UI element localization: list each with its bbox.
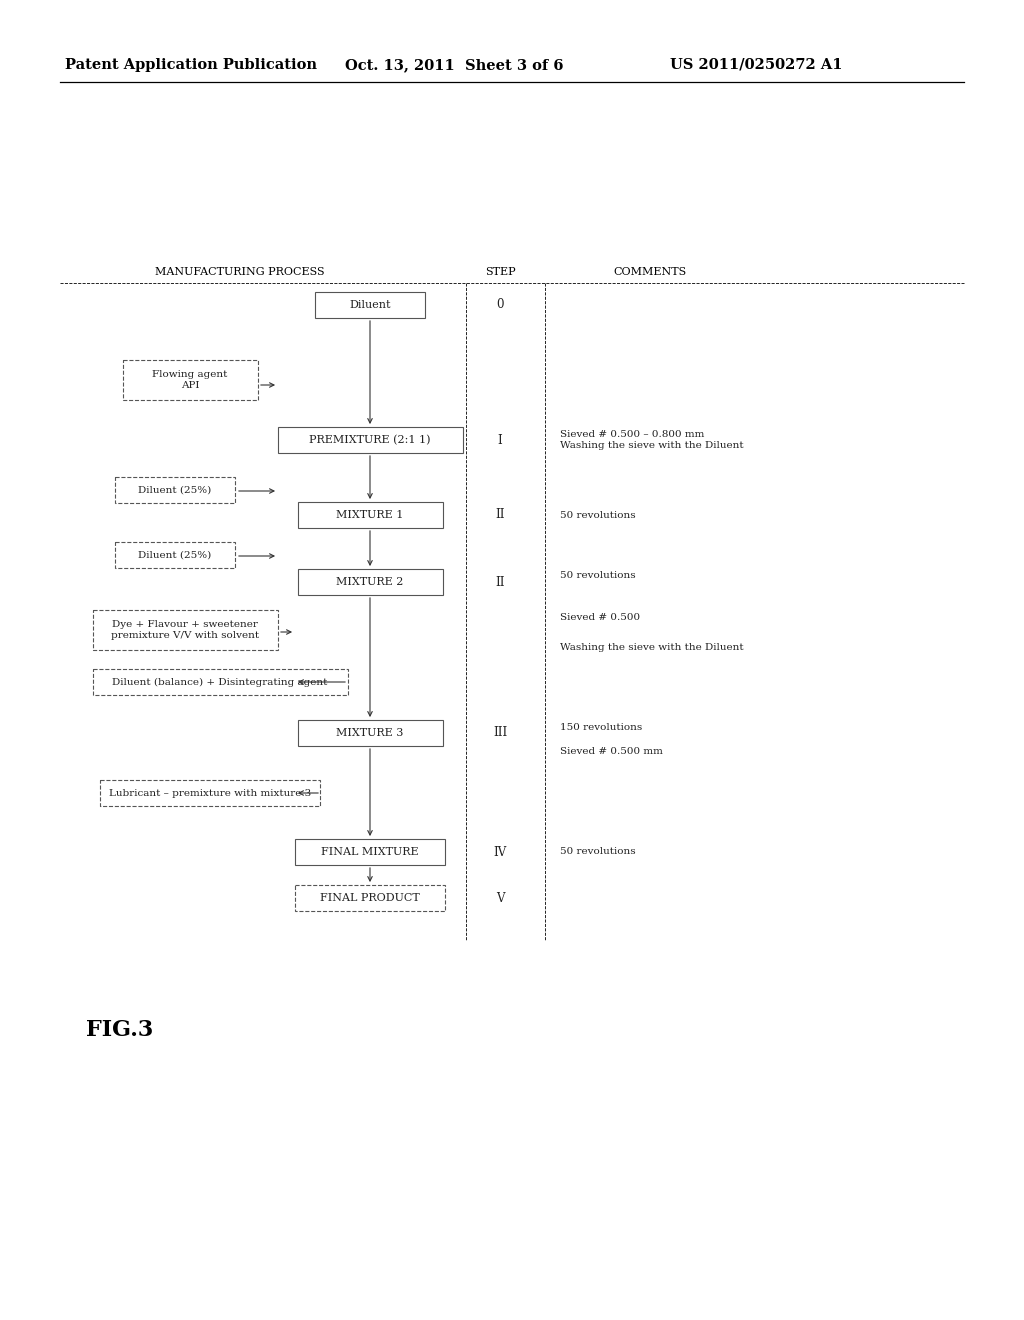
Text: Sieved # 0.500: Sieved # 0.500 bbox=[560, 614, 640, 623]
Bar bbox=[278, 426, 463, 453]
Text: MIXTURE 3: MIXTURE 3 bbox=[336, 729, 403, 738]
Text: 150 revolutions: 150 revolutions bbox=[560, 722, 642, 731]
Text: Patent Application Publication: Patent Application Publication bbox=[65, 58, 317, 73]
Bar bbox=[298, 719, 442, 746]
Text: PREMIXTURE (2:1 1): PREMIXTURE (2:1 1) bbox=[309, 434, 431, 445]
Text: Sieved # 0.500 – 0.800 mm
Washing the sieve with the Diluent: Sieved # 0.500 – 0.800 mm Washing the si… bbox=[560, 430, 743, 450]
Text: III: III bbox=[493, 726, 507, 739]
Bar bbox=[315, 292, 425, 318]
Text: US 2011/0250272 A1: US 2011/0250272 A1 bbox=[670, 58, 843, 73]
Text: Sieved # 0.500 mm: Sieved # 0.500 mm bbox=[560, 747, 663, 756]
Text: FIG.3: FIG.3 bbox=[86, 1019, 154, 1041]
Text: IV: IV bbox=[494, 846, 507, 858]
Text: Diluent (25%): Diluent (25%) bbox=[138, 550, 212, 560]
Text: FINAL PRODUCT: FINAL PRODUCT bbox=[321, 894, 420, 903]
Text: MIXTURE 1: MIXTURE 1 bbox=[336, 510, 403, 520]
Text: COMMENTS: COMMENTS bbox=[613, 267, 687, 277]
Text: Lubricant – premixture with mixture 3: Lubricant – premixture with mixture 3 bbox=[109, 788, 311, 797]
Text: Washing the sieve with the Diluent: Washing the sieve with the Diluent bbox=[560, 644, 743, 652]
Text: Diluent: Diluent bbox=[349, 300, 391, 310]
Bar bbox=[100, 780, 319, 807]
Text: Diluent (balance) + Disintegrating agent: Diluent (balance) + Disintegrating agent bbox=[113, 677, 328, 686]
Bar bbox=[115, 477, 234, 503]
Bar bbox=[295, 840, 445, 865]
Text: MANUFACTURING PROCESS: MANUFACTURING PROCESS bbox=[156, 267, 325, 277]
Text: STEP: STEP bbox=[484, 267, 515, 277]
Text: MIXTURE 2: MIXTURE 2 bbox=[336, 577, 403, 587]
Bar bbox=[298, 569, 442, 595]
Text: Dye + Flavour + sweetener
premixture V/V with solvent: Dye + Flavour + sweetener premixture V/V… bbox=[111, 620, 259, 640]
Text: 50 revolutions: 50 revolutions bbox=[560, 847, 636, 857]
Bar bbox=[298, 502, 442, 528]
Text: 0: 0 bbox=[497, 298, 504, 312]
Text: II: II bbox=[496, 576, 505, 589]
Bar bbox=[295, 884, 445, 911]
Text: V: V bbox=[496, 891, 504, 904]
Text: 50 revolutions: 50 revolutions bbox=[560, 570, 636, 579]
Bar bbox=[92, 669, 347, 696]
Bar bbox=[123, 360, 257, 400]
Text: Flowing agent
API: Flowing agent API bbox=[153, 371, 227, 389]
Text: I: I bbox=[498, 433, 503, 446]
Text: FINAL MIXTURE: FINAL MIXTURE bbox=[322, 847, 419, 857]
Text: II: II bbox=[496, 508, 505, 521]
Text: Oct. 13, 2011  Sheet 3 of 6: Oct. 13, 2011 Sheet 3 of 6 bbox=[345, 58, 563, 73]
Text: 50 revolutions: 50 revolutions bbox=[560, 511, 636, 520]
Bar bbox=[115, 543, 234, 568]
Bar bbox=[92, 610, 278, 649]
Text: Diluent (25%): Diluent (25%) bbox=[138, 486, 212, 495]
